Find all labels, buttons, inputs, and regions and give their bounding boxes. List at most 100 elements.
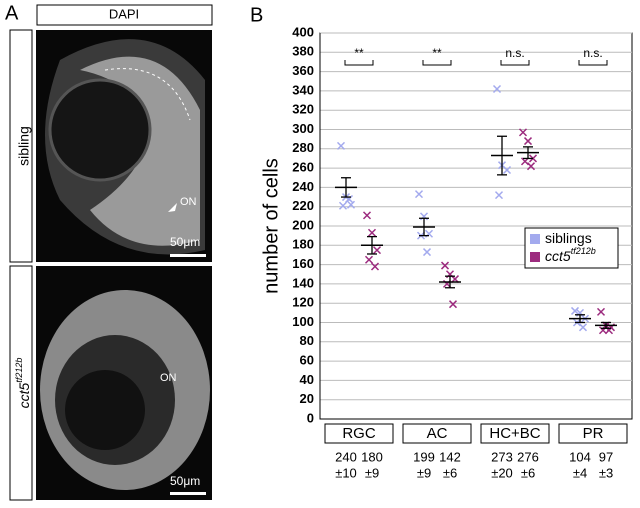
point [362,211,372,220]
point-stroke [570,306,580,315]
point [526,162,536,171]
y-tick-label: 200 [292,217,314,232]
point [523,137,533,146]
mean-label: 276 [517,449,539,464]
point [414,190,424,199]
legend-swatch [530,252,540,262]
significance-label: n.s. [505,46,524,60]
category-box [402,423,472,444]
point [570,306,580,315]
y-tick-label: 220 [292,198,314,213]
significance-label: n.s. [583,46,602,60]
category-box [324,423,394,444]
point-stroke [578,323,588,332]
point-stroke [338,201,348,210]
marker-label: ON [160,372,177,384]
panel-label: A [5,2,19,24]
x-tick-label: PR [583,425,604,442]
error-label: ±3 [599,465,613,480]
point [492,84,502,94]
point-stroke [494,191,504,200]
marker-label: ON [180,196,197,208]
scale-label: 50μm [170,235,200,249]
y-tick-label: 60 [300,353,314,368]
row-label-sup: tf212b [14,358,24,383]
significance-bracket [422,60,452,66]
y-tick-label: 0 [307,410,314,425]
y-tick-label: 40 [300,372,314,387]
scale-bar [170,492,206,495]
y-tick-label: 360 [292,63,314,78]
point-stroke [362,211,372,220]
y-tick-label: 380 [292,44,314,59]
mean-label: 273 [491,449,513,464]
y-tick-label: 300 [292,121,314,136]
point-stroke [596,307,606,316]
point-stroke [336,141,346,150]
scale-label: 50μm [170,474,200,488]
row-label-text: cct5 [16,382,32,408]
legend-name: siblings [545,230,592,246]
point-stroke [492,84,502,94]
legend [524,227,619,269]
point-stroke [502,165,512,175]
point [372,246,382,255]
point [518,128,528,137]
y-axis-label: number of cells [260,158,282,294]
y-tick-label: 280 [292,140,314,155]
stain-box [36,4,213,26]
category-box [558,423,628,444]
mean-label: 97 [599,449,613,464]
point-stroke [414,190,424,199]
point [422,248,432,257]
mean-label: 104 [569,449,591,464]
point [502,165,512,175]
significance-label: ** [432,46,442,60]
significance-label: ** [354,46,364,60]
arrow [168,203,177,212]
point-stroke [448,300,458,309]
point-stroke [422,248,432,257]
point-stroke [526,162,536,171]
point-stroke [372,246,382,255]
row-label: cct5tf212b [14,358,31,409]
error-label: ±9 [417,465,431,480]
tissue [40,290,210,490]
mean-label: 180 [361,449,383,464]
y-tick-label: 120 [292,295,314,310]
legend-name: cct5 [545,248,571,264]
y-tick-label: 240 [292,179,314,194]
error-label: ±9 [365,465,379,480]
tissue [45,39,205,255]
point-stroke [344,194,354,204]
point-stroke [367,228,377,237]
point [367,228,377,237]
x-tick-label: HC+BC [489,425,540,442]
mean-label: 142 [439,449,461,464]
point [578,323,588,332]
y-tick-label: 340 [292,82,314,97]
legend-label: cct5tf212b [545,246,596,263]
legend-label: siblings [545,230,592,246]
y-tick-label: 140 [292,275,314,290]
error-label: ±4 [573,465,587,480]
x-tick-label: RGC [342,425,376,442]
row-label-box [9,29,33,263]
point-stroke [370,262,380,271]
y-tick-label: 180 [292,237,314,252]
scale-bar [170,254,206,257]
x-tick-label: AC [427,425,448,442]
y-tick-label: 260 [292,160,314,175]
point-stroke [523,137,533,146]
error-label: ±10 [335,465,357,480]
error-label: ±20 [491,465,513,480]
significance-bracket [344,60,374,66]
point [338,201,348,210]
point-stroke [604,326,614,335]
error-label: ±6 [443,465,457,480]
row-label-box [9,265,33,501]
legend-sup: tf212b [571,246,596,256]
point-stroke [364,255,374,264]
error-label: ±6 [521,465,535,480]
